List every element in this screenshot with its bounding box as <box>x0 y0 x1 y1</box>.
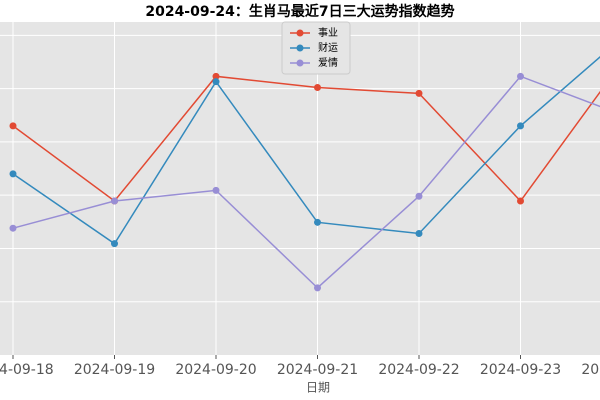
x-tick-label: 2024-09-24 <box>581 362 600 378</box>
data-point <box>111 197 118 205</box>
data-point <box>517 122 524 130</box>
x-tick-label: 2024-09-19 <box>74 362 155 378</box>
x-tick-label: 2024-09-18 <box>0 362 54 378</box>
x-tick-label: 2024-09-22 <box>378 362 459 378</box>
chart-title: 2024-09-24：生肖马最近7日三大运势指数趋势 <box>145 3 454 20</box>
data-point <box>415 89 423 97</box>
data-point <box>314 284 321 292</box>
data-point <box>9 122 17 130</box>
legend-label: 财运 <box>318 41 338 54</box>
data-point <box>517 72 524 80</box>
x-axis-label: 日期 <box>306 381 330 395</box>
legend-marker <box>296 59 304 67</box>
legend-marker <box>296 44 304 52</box>
data-point <box>212 72 220 80</box>
data-point <box>111 240 118 248</box>
data-point <box>212 186 220 194</box>
data-point <box>9 224 17 232</box>
legend-marker <box>296 29 304 37</box>
plot-area <box>0 22 600 355</box>
x-tick-label: 2024-09-20 <box>175 362 256 378</box>
data-point <box>314 84 321 92</box>
legend-label: 事业 <box>318 26 338 39</box>
data-point <box>415 192 423 200</box>
x-tick-label: 2024-09-21 <box>277 362 358 378</box>
legend-label: 爱情 <box>318 56 338 69</box>
data-point <box>212 78 220 86</box>
data-point <box>517 197 524 205</box>
data-point <box>314 218 321 226</box>
data-point <box>415 230 423 238</box>
x-tick-label: 2024-09-23 <box>480 362 561 378</box>
data-point <box>9 170 17 178</box>
